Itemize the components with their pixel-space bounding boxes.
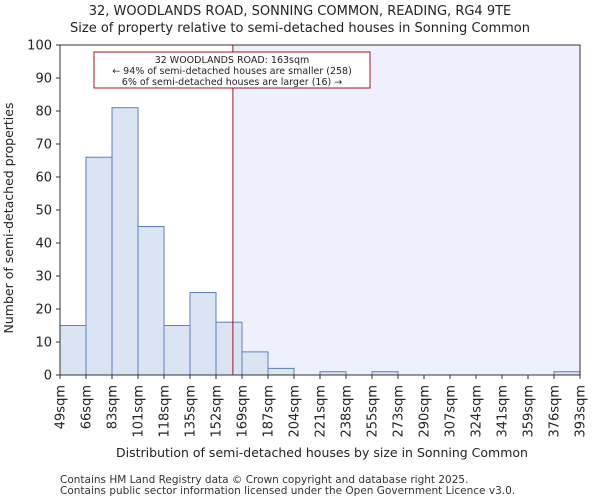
y-tick-label: 0 <box>44 369 52 384</box>
bar-101sqm <box>137 226 165 376</box>
x-tick-label: 152sqm <box>210 385 225 438</box>
chart-title-subtitle: Size of property relative to semi-detach… <box>70 21 530 36</box>
x-tick-label: 83sqm <box>106 385 121 429</box>
y-tick-label: 80 <box>35 105 52 120</box>
chart-title-address: 32, WOODLANDS ROAD, SONNING COMMON, READ… <box>88 4 512 19</box>
y-axis-label: Number of semi-detached properties <box>1 103 16 334</box>
y-tick-label: 60 <box>35 171 52 186</box>
x-tick-label: 187sqm <box>262 385 277 438</box>
bar-66sqm <box>85 156 113 376</box>
annotation-title: 32 WOODLANDS ROAD: 163sqm <box>155 55 310 66</box>
x-axis-label: Distribution of semi-detached houses by … <box>116 445 528 460</box>
x-tick-label: 307sqm <box>444 385 459 438</box>
annotation-larger: 6% of semi-detached houses are larger (1… <box>122 77 342 88</box>
x-tick-label: 255sqm <box>366 385 381 438</box>
y-tick-label: 100 <box>27 39 52 54</box>
x-tick-label: 393sqm <box>574 385 589 438</box>
x-tick-label: 273sqm <box>392 385 407 438</box>
y-tick-label: 10 <box>35 336 52 351</box>
histogram-chart: 0 10 20 30 40 50 60 70 80 90 100 49sqm 66sqm 83sqm 10… <box>1 39 589 461</box>
x-tick-label: 290sqm <box>418 385 433 438</box>
y-tick-label: 30 <box>35 270 52 285</box>
bar-152sqm <box>215 321 243 376</box>
x-tick-label: 341sqm <box>496 385 511 438</box>
bars-group <box>59 107 581 376</box>
x-tick-label: 324sqm <box>470 385 485 438</box>
bar-187sqm <box>267 367 295 376</box>
x-tick-label: 204sqm <box>288 385 303 438</box>
x-tick-label: 221sqm <box>314 385 329 438</box>
x-ticks-group: 49sqm 66sqm 83sqm 101sqm 118sqm 135sqm 152sqm 1… <box>54 375 589 438</box>
y-tick-label: 50 <box>35 204 52 219</box>
annotation-box: 32 WOODLANDS ROAD: 163sqm ← 94% of semi-… <box>93 51 371 89</box>
y-tick-label: 40 <box>35 237 52 252</box>
x-tick-label: 169sqm <box>236 385 251 438</box>
footer-licence: Contains public sector information licen… <box>60 485 516 497</box>
x-tick-label: 376sqm <box>548 385 563 438</box>
y-ticks-group: 0 10 20 30 40 50 60 70 80 90 100 <box>27 39 60 384</box>
bar-49sqm <box>59 325 87 376</box>
x-tick-label: 101sqm <box>132 385 147 438</box>
y-tick-label: 20 <box>35 303 52 318</box>
x-tick-label: 118sqm <box>158 385 173 438</box>
highlight-region <box>232 45 580 375</box>
bar-118sqm <box>163 325 191 376</box>
annotation-smaller: ← 94% of semi-detached houses are smalle… <box>112 66 352 77</box>
x-tick-label: 66sqm <box>80 385 95 429</box>
x-tick-label: 359sqm <box>522 385 537 438</box>
x-tick-label: 49sqm <box>54 385 69 429</box>
bar-135sqm <box>189 292 217 376</box>
y-tick-label: 70 <box>35 138 52 153</box>
x-tick-label: 135sqm <box>184 385 199 438</box>
x-tick-label: 238sqm <box>340 385 355 438</box>
footer-copyright: Contains HM Land Registry data © Crown c… <box>60 474 469 486</box>
bar-169sqm <box>241 351 269 376</box>
bar-83sqm <box>111 107 139 376</box>
y-tick-label: 90 <box>35 72 52 87</box>
